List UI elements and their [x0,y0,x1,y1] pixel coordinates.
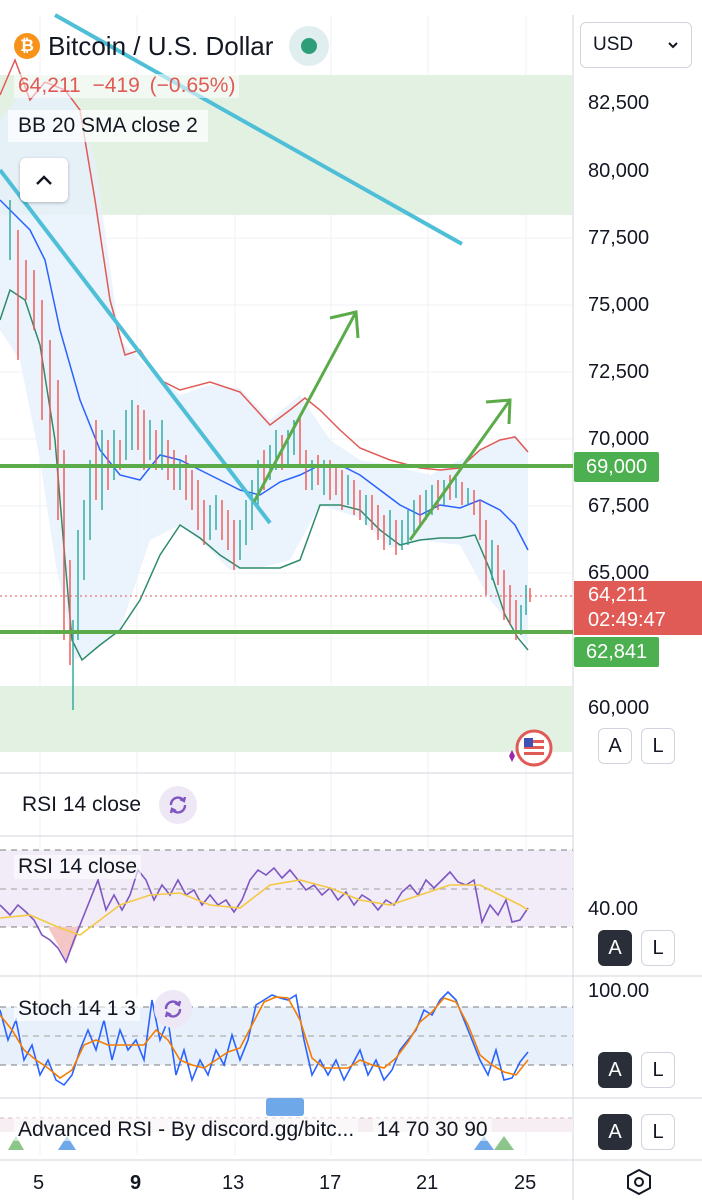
time-axis-label: 5 [33,1172,45,1194]
price-axis-label: 65,000 [588,562,650,584]
price-change: −419 [92,74,140,97]
bb-basis [0,199,529,551]
adv-rsi-label: Advanced RSI - By discord.gg/bitc... [14,1118,359,1141]
log-scale-button[interactable]: L [641,728,675,764]
stoch-legend[interactable]: Stoch 14 1 3 [14,990,192,1028]
symbol-header[interactable]: ₿ Bitcoin / U.S. Dollar [14,26,330,66]
bitcoin-icon: ₿ [14,33,40,59]
indicator-legend-bb[interactable]: BB 20 SMA close 2 [8,110,208,142]
time-axis-label: 13 [222,1172,245,1194]
market-status-icon[interactable] [289,26,330,66]
adv-rsi-auto-button[interactable]: A [598,1114,632,1150]
demand-zone [0,686,572,752]
bb-fill [0,80,528,660]
adv-rsi-log-button[interactable]: L [641,1114,675,1150]
rsi-ma [0,879,529,936]
rsi-oversold-fill [48,927,80,960]
rsi-line [0,866,529,964]
rsi-log-button[interactable]: L [641,930,675,966]
stoch-log-button[interactable]: L [641,1052,675,1088]
level-tag-high[interactable]: 69,000 [574,452,660,482]
settings-icon[interactable] [624,1167,654,1197]
symbol-title[interactable]: Bitcoin / U.S. Dollar [48,30,274,61]
price-axis-label: 77,500 [588,227,650,249]
time-axis-label: 25 [514,1172,537,1194]
price-change-pct: (−0.65%) [149,74,236,97]
price-axis-label: 70,000 [588,428,650,450]
stoch-k [0,990,529,1087]
rsi-collapsed-legend[interactable]: RSI 14 close [18,786,198,824]
projection-arrow-2 [408,398,512,541]
price-axis-label: 67,500 [588,495,650,517]
price-axis-label: 60,000 [588,697,650,719]
price-axis-label: 82,500 [588,92,650,114]
rsi-collapsed-label: RSI 14 close [18,793,146,817]
chevron-up-icon [36,175,52,185]
projection-arrow-1 [252,310,360,503]
adv-rsi-markers [8,1098,514,1150]
time-axis-label: 17 [319,1172,342,1194]
stoch-pane-label: Stoch 14 1 3 [14,997,140,1021]
stoch-auto-button[interactable]: A [598,1052,632,1088]
stoch-axis-label: 100.00 [588,980,650,1002]
refresh-icon[interactable] [153,990,192,1028]
time-axis-label: 21 [416,1172,439,1194]
legend-price: 64,211 −419 (−0.65%) [14,74,240,98]
price-axis-label: 75,000 [588,294,650,316]
time-axis-label: 9 [130,1172,142,1194]
bb-lower [0,288,529,662]
rsi-auto-button[interactable]: A [598,930,632,966]
currency-value: USD [593,34,634,55]
price-axis-label: 72,500 [588,361,650,383]
last-price-tag-value: 64,211 [588,584,648,606]
adv-rsi-legend[interactable]: Advanced RSI - By discord.gg/bitc... 14 … [14,1118,492,1142]
last-price-tag: 64,211 02:49:47 [574,581,702,635]
collapse-legend-button[interactable] [20,158,68,202]
countdown-timer: 02:49:47 [588,609,666,631]
chevron-down-icon [668,42,678,49]
currency-select[interactable]: USD [580,22,692,68]
last-price: 64,211 [18,74,81,97]
trendline-long [54,13,463,246]
rsi-pane-label[interactable]: RSI 14 close [14,855,142,879]
us-flag-event-icon[interactable] [506,728,554,768]
refresh-icon[interactable] [159,786,198,824]
level-tag-low[interactable]: 62,841 [574,637,660,667]
stoch-d [0,996,529,1079]
rsi-axis-label: 40.00 [588,898,639,920]
adv-rsi-params: 14 70 30 90 [372,1118,492,1141]
auto-scale-button[interactable]: A [598,728,632,764]
bb-upper [0,57,529,471]
price-axis-label: 80,000 [588,160,650,182]
